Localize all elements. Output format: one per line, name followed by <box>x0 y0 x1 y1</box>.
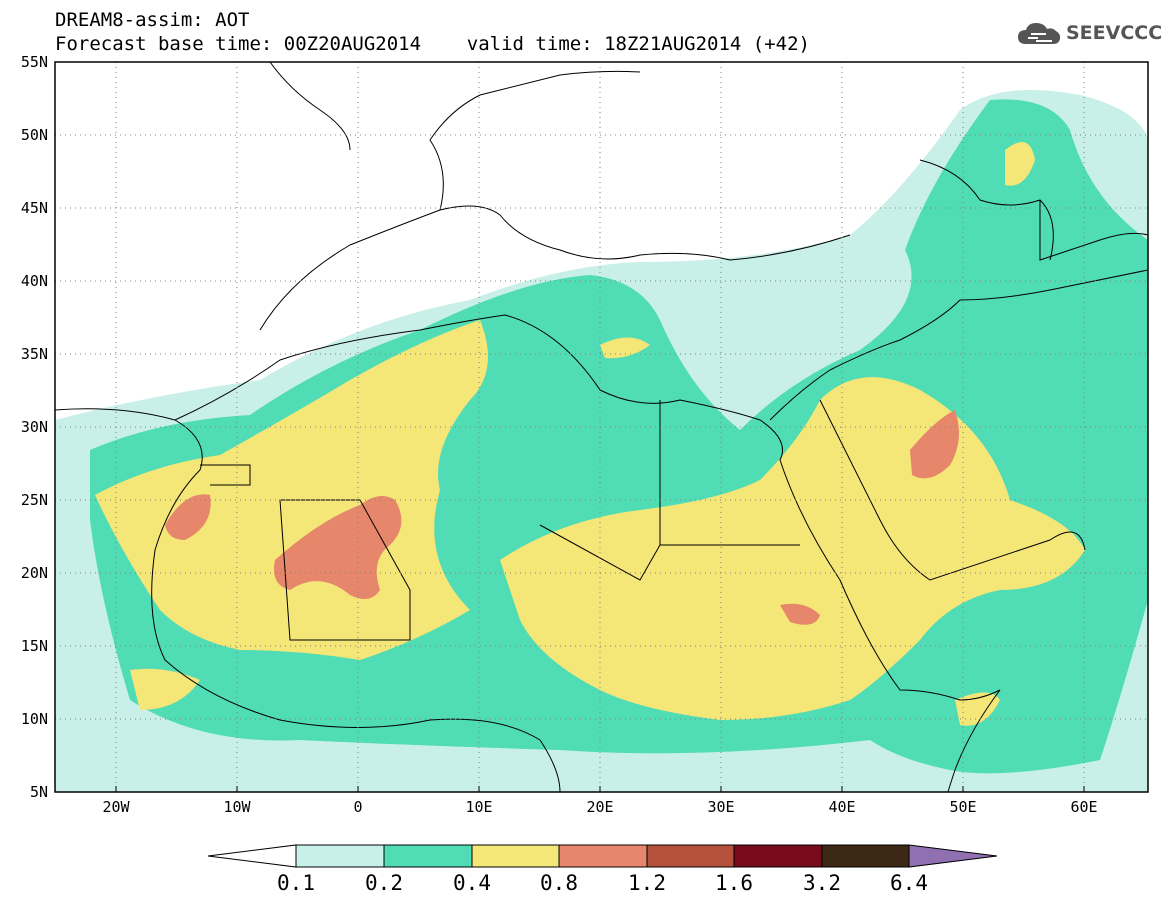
legend-swatch <box>733 844 823 868</box>
lat-label: 10N <box>21 710 48 728</box>
legend-label: 1.6 <box>715 871 753 895</box>
legend-swatch <box>821 844 910 868</box>
aot-band-0.4-0.8 <box>95 320 488 660</box>
lon-label: 20E <box>586 798 613 816</box>
lat-lon-grid <box>55 62 1148 792</box>
cloud-icon <box>1018 23 1061 44</box>
lat-label: 30N <box>21 418 48 436</box>
seevccc-logo: SEEVCCC <box>1016 20 1162 46</box>
legend-label: 1.2 <box>628 871 666 895</box>
lon-label: 30E <box>707 798 734 816</box>
map-title: DREAM8-assim: AOT <box>55 9 250 31</box>
aot-band-0.8-1.2 <box>910 410 959 479</box>
legend-swatch <box>558 844 648 868</box>
aot-band-0.4-0.8 <box>600 337 650 359</box>
lat-label: 35N <box>21 345 48 363</box>
aot-band-0.8-1.2 <box>780 603 820 625</box>
map-frame <box>54 61 1149 793</box>
lon-label: 60E <box>1070 798 1097 816</box>
aot-band-0.4-0.8 <box>130 668 200 710</box>
aot-band-0.4-0.8 <box>955 692 1000 726</box>
coastlines <box>55 62 1148 792</box>
lon-label: 20W <box>102 798 130 816</box>
color-legend: 0.1 0.2 0.4 0.8 1.2 1.6 3.2 6.4 <box>207 844 998 895</box>
legend-swatch <box>383 844 473 868</box>
legend-low-arrow <box>207 844 297 868</box>
lon-label: 10E <box>465 798 492 816</box>
lat-label: 5N <box>30 783 48 801</box>
forecast-time-subtitle: Forecast base time: 00Z20AUG2014 valid t… <box>55 33 810 55</box>
lat-label: 20N <box>21 564 48 582</box>
lat-label: 25N <box>21 491 48 509</box>
legend-swatch <box>646 844 735 868</box>
legend-label: 3.2 <box>803 871 841 895</box>
lat-label: 40N <box>21 272 48 290</box>
lat-label: 15N <box>21 637 48 655</box>
lat-label: 50N <box>21 126 48 144</box>
legend-high-arrow <box>908 844 998 868</box>
legend-label: 0.2 <box>365 871 403 895</box>
lon-label: 50E <box>949 798 976 816</box>
logo-text: SEEVCCC <box>1066 22 1163 44</box>
lat-label: 55N <box>21 53 48 71</box>
lon-label: 40E <box>828 798 855 816</box>
legend-label: 0.8 <box>540 871 578 895</box>
lon-label: 10W <box>223 798 251 816</box>
legend-label: 6.4 <box>890 871 928 895</box>
aot-shading <box>55 62 1148 792</box>
lon-label: 0 <box>353 798 362 816</box>
lat-label: 45N <box>21 199 48 217</box>
axis-ticks <box>115 786 1085 792</box>
aot-band-0.4-0.8 <box>1005 142 1035 186</box>
legend-swatch <box>471 844 560 868</box>
legend-label: 0.1 <box>277 871 315 895</box>
aot-band-0.8-1.2 <box>165 494 211 540</box>
legend-swatch <box>295 844 385 868</box>
legend-label: 0.4 <box>453 871 491 895</box>
